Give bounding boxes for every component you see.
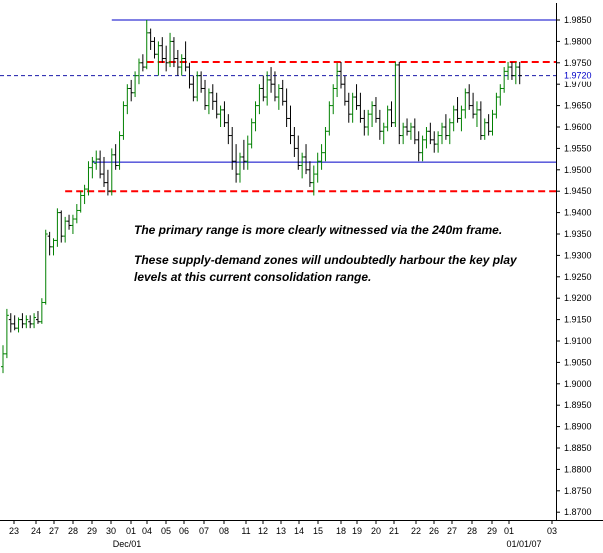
- annotation-2: These supply-demand zones will undoubted…: [134, 253, 517, 284]
- x-tick-label: 26: [429, 526, 439, 536]
- y-tick-label: 1.8800: [564, 464, 592, 474]
- x-tick-label: 27: [447, 526, 457, 536]
- x-tick-label: 11: [241, 526, 250, 536]
- current-price-label: 1.9720: [564, 71, 592, 81]
- current-price-tag: [557, 69, 601, 82]
- x-tick-label: 19: [352, 526, 362, 536]
- x-tick-label: 13: [276, 526, 286, 536]
- x-tick-label: 24: [31, 526, 41, 536]
- y-tick-label: 1.8850: [564, 443, 592, 453]
- y-tick-label: 1.8950: [564, 400, 592, 410]
- x-tick-label: 01: [504, 526, 514, 536]
- y-tick-label: 1.9500: [564, 165, 592, 175]
- y-tick-label: 1.9450: [564, 186, 592, 196]
- y-tick-label: 1.8750: [564, 486, 592, 496]
- y-tick-label: 1.8900: [564, 422, 592, 432]
- x-tick-label: 15: [313, 526, 323, 536]
- annotation-1: The primary range is more clearly witnes…: [134, 223, 503, 237]
- x-tick-label: 12: [258, 526, 268, 536]
- x-tick-label: 14: [294, 526, 304, 536]
- y-tick-label: 1.9250: [564, 272, 592, 282]
- x-secondary-label: Dec/01: [113, 539, 142, 549]
- x-tick-label: 08: [219, 526, 229, 536]
- x-tick-label: 27: [49, 526, 59, 536]
- y-tick-label: 1.9100: [564, 336, 592, 346]
- y-tick-label: 1.9850: [564, 15, 592, 25]
- x-tick-label: 28: [68, 526, 78, 536]
- y-tick-label: 1.9750: [564, 58, 592, 68]
- y-tick-label: 1.9650: [564, 101, 592, 111]
- x-tick-label: 30: [106, 526, 116, 536]
- y-tick-label: 1.8700: [564, 507, 592, 517]
- y-tick-label: 1.9400: [564, 208, 592, 218]
- x-tick-label: 04: [142, 526, 152, 536]
- y-tick-label: 1.9550: [564, 143, 592, 153]
- x-tick-label: 23: [9, 526, 19, 536]
- y-tick-label: 1.9350: [564, 229, 592, 239]
- x-tick-label: 03: [547, 526, 557, 536]
- y-tick-label: 1.9150: [564, 315, 592, 325]
- y-tick-label: 1.9000: [564, 379, 592, 389]
- x-tick-label: 07: [199, 526, 209, 536]
- x-tick-label: 28: [467, 526, 477, 536]
- x-tick-label: 01: [126, 526, 136, 536]
- x-tick-label: 22: [411, 526, 421, 536]
- x-tick-label: 20: [371, 526, 381, 536]
- y-tick-label: 1.9300: [564, 250, 592, 260]
- y-tick-label: 1.9600: [564, 122, 592, 132]
- x-tick-label: 05: [161, 526, 171, 536]
- x-tick-label: 06: [179, 526, 189, 536]
- x-tick-label: 21: [389, 526, 399, 536]
- x-tick-label: 18: [336, 526, 346, 536]
- plot-area: [0, 3, 556, 520]
- y-tick-label: 1.9800: [564, 36, 592, 46]
- y-tick-label: 1.9200: [564, 293, 592, 303]
- x-secondary-label: 01/01/07: [506, 539, 541, 549]
- x-tick-label: 29: [87, 526, 97, 536]
- y-tick-label: 1.9050: [564, 357, 592, 367]
- x-tick-label: 29: [487, 526, 497, 536]
- y-tick-label: 1.9700: [564, 79, 592, 89]
